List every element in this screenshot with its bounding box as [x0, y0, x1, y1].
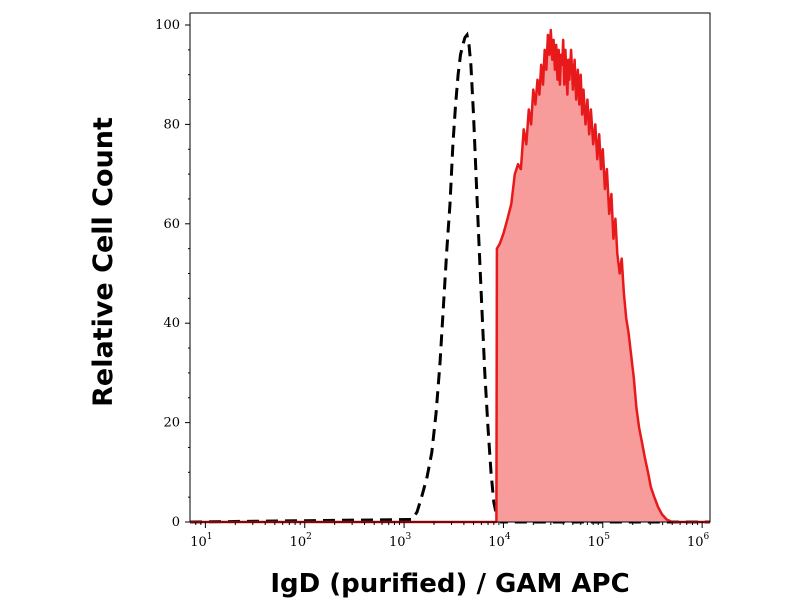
x-tick-label: 106 — [687, 532, 710, 550]
y-tick-label: 20 — [163, 416, 180, 431]
x-axis-title: IgD (purified) / GAM APC — [270, 569, 629, 599]
series-line-red — [190, 28, 710, 524]
y-tick-label: 40 — [163, 316, 180, 331]
y-tick-label: 80 — [163, 117, 180, 132]
x-tick-label: 105 — [588, 532, 611, 550]
y-tick-label: 60 — [163, 217, 180, 232]
series-line-dashed — [189, 31, 710, 524]
x-tick-label: 104 — [488, 532, 511, 550]
series-area-fill — [190, 30, 710, 522]
y-tick-label: 0 — [172, 515, 180, 530]
y-tick-label: 100 — [155, 18, 180, 33]
x-tick-label: 103 — [389, 532, 412, 550]
plot-frame — [189, 12, 711, 523]
x-tick-label: 101 — [190, 532, 212, 550]
x-tick-label: 102 — [290, 532, 312, 550]
y-axis-title: Relative Cell Count — [88, 117, 119, 407]
